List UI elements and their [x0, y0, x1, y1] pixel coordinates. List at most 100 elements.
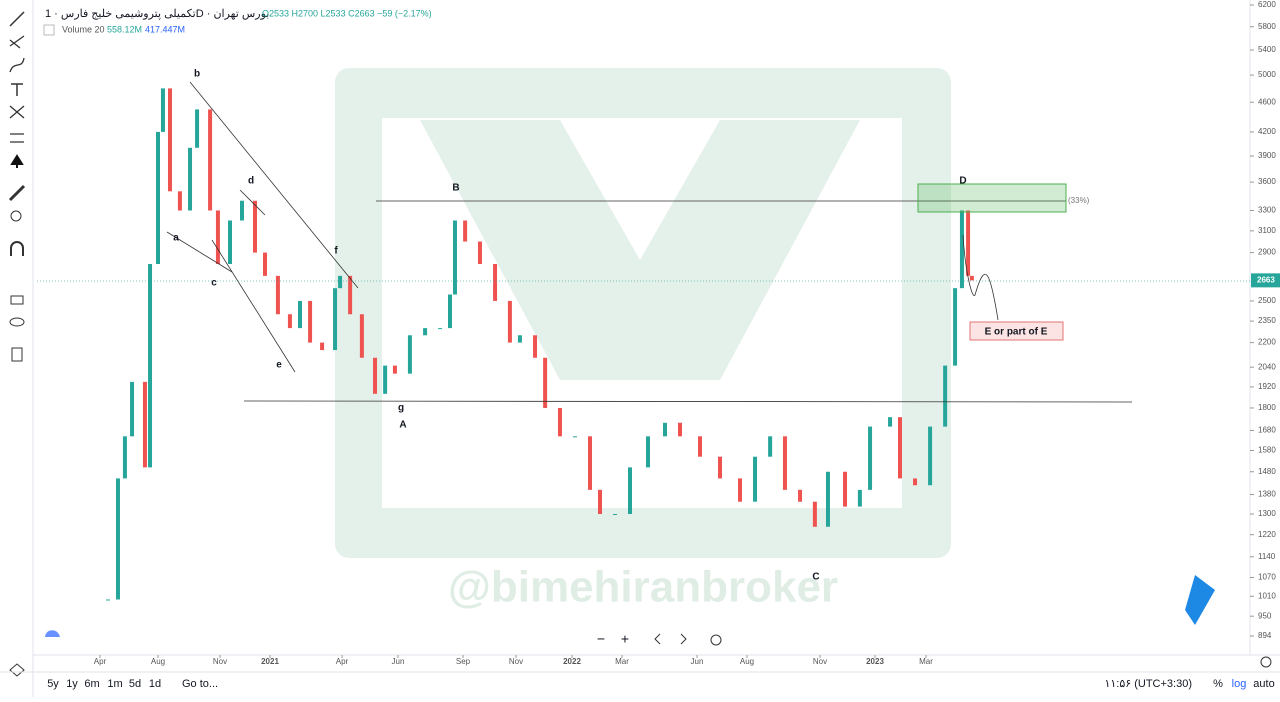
symbol: تکمیلی پتروشیمی خلیج فارس · 1D · بورس ته…	[45, 8, 269, 20]
axes: 6200 5800 5400 5000 4600 4200 3900 3600 3300 3100…	[94, 0, 1280, 666]
wave-label: A	[399, 420, 406, 431]
time-tick-label: Aug	[151, 657, 165, 666]
trash-tool[interactable]	[11, 347, 23, 362]
collapse-button[interactable]	[43, 24, 55, 36]
wave-label: D	[959, 176, 966, 187]
candle	[253, 200, 257, 253]
price-tick-label: 4200	[1258, 127, 1276, 136]
zoom-in[interactable]: +	[621, 631, 629, 647]
zone-percent: (33%)	[1068, 196, 1090, 205]
candle	[240, 200, 244, 221]
time-tick-label: Apr	[336, 657, 349, 666]
zoom-out[interactable]: −	[597, 631, 605, 647]
candle	[753, 456, 758, 502]
time-tick-label: Sep	[456, 657, 471, 666]
candle	[359, 314, 364, 358]
watermark: @bimehiranbroker	[448, 563, 838, 612]
candle	[148, 264, 153, 468]
candle	[782, 436, 787, 490]
left-toolbar	[8, 0, 34, 697]
last-price-tag	[1251, 273, 1280, 288]
bottom-bar: 5y 1y 6m 1m 5d 1d Go to... ۱۱:۵۶ (UTC+3:30)% log…	[47, 678, 1275, 690]
zoom-tool[interactable]	[10, 210, 22, 222]
price-tick-label: 1680	[1258, 426, 1276, 435]
settings-button[interactable]	[1260, 656, 1272, 668]
wave-label: g	[398, 403, 404, 414]
candle	[195, 109, 200, 148]
candle	[130, 381, 135, 437]
pattern-tool[interactable]	[9, 105, 25, 119]
wave-label: c	[211, 278, 217, 289]
price-tick-label: 950	[1258, 611, 1272, 620]
candle	[943, 365, 948, 427]
price-tick-label: 1800	[1258, 403, 1276, 412]
candle	[177, 191, 182, 211]
candle	[798, 489, 803, 502]
percent-button[interactable]: %	[1213, 678, 1223, 690]
prediction-tool[interactable]	[10, 133, 24, 143]
candle	[573, 436, 577, 438]
drawings	[166, 81, 1133, 403]
brush-tool[interactable]	[9, 57, 25, 73]
text-tool[interactable]	[11, 83, 23, 96]
candle	[493, 264, 498, 301]
reset-button[interactable]	[710, 634, 722, 646]
trend-tool[interactable]	[9, 11, 25, 27]
price-tick-label: 2200	[1258, 338, 1276, 347]
candle	[448, 294, 452, 329]
price-tick-label: 5800	[1258, 22, 1276, 31]
candle	[348, 275, 353, 315]
range-button[interactable]: 6m	[84, 678, 99, 690]
log-button[interactable]: log	[1232, 678, 1247, 690]
candle	[392, 365, 397, 374]
candle	[646, 436, 650, 468]
price-tick-label: 5000	[1258, 70, 1276, 79]
candle	[333, 288, 338, 351]
candle	[263, 252, 267, 276]
clock: ۱۱:۵۶ (UTC+3:30)	[1104, 678, 1192, 690]
candle	[507, 300, 512, 343]
layers-tool[interactable]	[9, 663, 25, 677]
range-button[interactable]: 1d	[149, 678, 161, 690]
time-tick-label: Mar	[919, 657, 933, 666]
label-box-text: E or part of E	[985, 327, 1048, 338]
magnet-tool[interactable]	[10, 241, 24, 256]
candle	[966, 210, 971, 276]
goto-button[interactable]: Go to...	[182, 678, 218, 690]
scroll-buttons[interactable]	[654, 633, 687, 645]
price-tick-label: 1070	[1258, 573, 1276, 582]
lock-tool[interactable]	[10, 295, 24, 305]
candle	[738, 478, 742, 502]
candle	[463, 220, 468, 242]
candle	[825, 471, 830, 527]
range-button[interactable]: 1m	[107, 678, 122, 690]
last-price-label: 2663	[1257, 275, 1275, 284]
wave-label: B	[452, 183, 459, 194]
candle	[628, 467, 632, 515]
range-button[interactable]: 1y	[66, 678, 78, 690]
candle	[678, 422, 682, 437]
candle	[338, 275, 343, 289]
candle	[308, 300, 313, 343]
price-tick-label: 1580	[1258, 446, 1276, 455]
candle	[663, 422, 667, 437]
ohlc: O2533 H2700 L2533 C2663 −59 (−2.17%)	[262, 8, 432, 18]
auto-button[interactable]: auto	[1253, 678, 1274, 690]
candle	[156, 131, 160, 265]
candle	[613, 514, 617, 516]
arrow-tool[interactable]	[10, 154, 24, 168]
candle	[438, 328, 443, 330]
price-tick-label: 4600	[1258, 97, 1276, 106]
range-button[interactable]: 5y	[47, 678, 59, 690]
price-tick-label: 3600	[1258, 177, 1276, 186]
fib-tool[interactable]	[9, 35, 25, 49]
time-tick-label: Nov	[213, 657, 227, 666]
wave-label: f	[334, 246, 338, 257]
eye-tool[interactable]	[9, 317, 25, 327]
price-tick-label: 1220	[1258, 530, 1276, 539]
price-marks	[105, 88, 974, 601]
ruler-tool[interactable]	[8, 184, 26, 202]
candle	[423, 328, 428, 336]
range-button[interactable]: 5d	[129, 678, 141, 690]
